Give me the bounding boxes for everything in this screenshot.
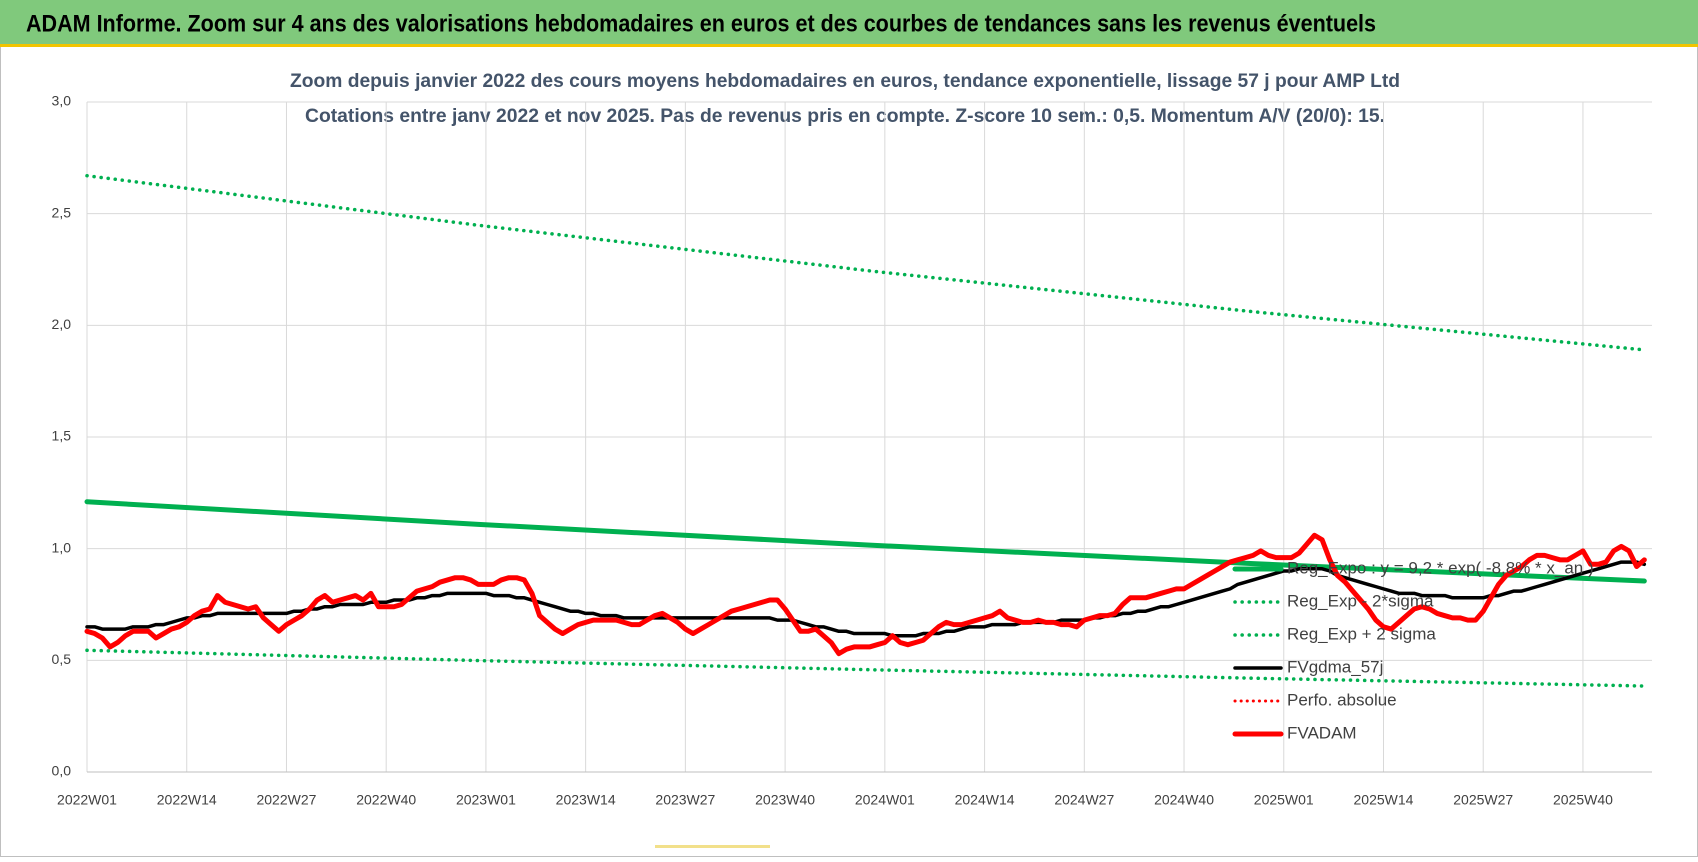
legend-label: FVADAM xyxy=(1287,723,1357,742)
y-tick-label: 2,5 xyxy=(52,204,72,220)
series-line xyxy=(84,532,1647,657)
page-title: ADAM Informe. Zoom sur 4 ans des valoris… xyxy=(26,10,1376,37)
y-tick-label: 1,0 xyxy=(52,539,72,555)
y-tick-label: 3,0 xyxy=(52,93,72,109)
x-tick-label: 2023W27 xyxy=(655,792,715,808)
chart-subtitle: Cotations entre janv 2022 et nov 2025. P… xyxy=(305,106,1385,127)
y-tick-label: 1,5 xyxy=(52,428,72,444)
x-tick-label: 2025W27 xyxy=(1453,792,1513,808)
y-tick-label: 0,0 xyxy=(52,763,72,779)
x-tick-label: 2022W27 xyxy=(256,792,316,808)
x-tick-label: 2024W14 xyxy=(955,792,1015,808)
x-tick-label: 2025W14 xyxy=(1354,792,1414,808)
header-accent xyxy=(0,44,1698,47)
legend-label: Reg_Expo : y = 9,2 * exp( -8,8% * x_an ) xyxy=(1287,558,1594,577)
x-tick-label: 2022W01 xyxy=(57,792,117,808)
y-tick-label: 2,0 xyxy=(52,316,72,332)
header-band xyxy=(0,0,1698,47)
legend-label: Reg_Exp - 2*sigma xyxy=(1287,591,1434,610)
x-tick-label: 2023W14 xyxy=(556,792,616,808)
bottom-accent xyxy=(655,845,770,848)
x-tick-label: 2024W40 xyxy=(1154,792,1214,808)
legend-label: Reg_Exp + 2 sigma xyxy=(1287,624,1436,643)
x-tick-label: 2025W40 xyxy=(1553,792,1613,808)
legend-label: FVgdma_57j xyxy=(1287,657,1383,676)
x-tick-label: 2025W01 xyxy=(1254,792,1314,808)
x-tick-label: 2022W40 xyxy=(356,792,416,808)
x-tick-label: 2023W40 xyxy=(755,792,815,808)
series-line xyxy=(85,560,1647,638)
x-tick-label: 2022W14 xyxy=(157,792,217,808)
legend-label: Perfo. absolue xyxy=(1287,690,1397,709)
x-tick-label: 2024W01 xyxy=(855,792,915,808)
y-tick-label: 0,5 xyxy=(52,651,72,667)
chart-title: Zoom depuis janvier 2022 des cours moyen… xyxy=(290,71,1400,92)
series-line xyxy=(85,173,1647,352)
x-tick-label: 2023W01 xyxy=(456,792,516,808)
series-line xyxy=(85,648,1647,688)
series-line xyxy=(84,499,1647,584)
x-tick-label: 2024W27 xyxy=(1054,792,1114,808)
